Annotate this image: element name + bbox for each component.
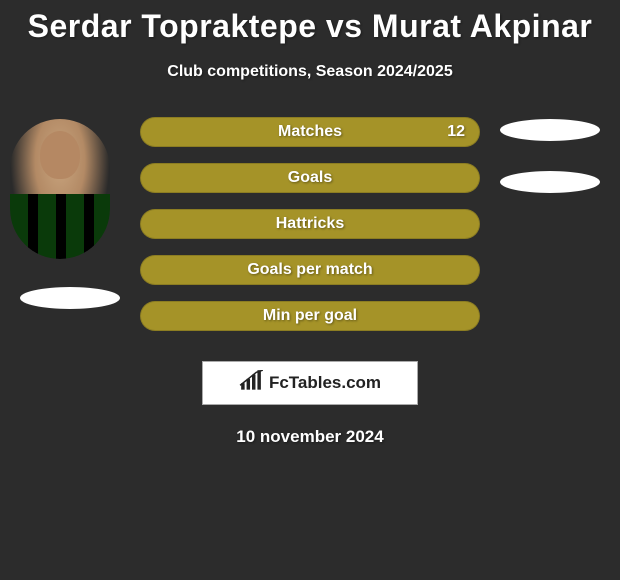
subtitle: Club competitions, Season 2024/2025 [0,63,620,81]
stat-bar-goals: Goals [140,163,480,193]
stat-bar-label: Matches [141,123,479,141]
stat-bar-matches: Matches 12 [140,117,480,147]
player-avatar-left [10,119,110,259]
stat-bar-min-per-goal: Min per goal [140,301,480,331]
watermark: FcTables.com [202,361,418,405]
stat-pill-right-1 [500,119,600,141]
stat-bar-goals-per-match: Goals per match [140,255,480,285]
watermark-text: FcTables.com [269,373,381,393]
chart-icon [239,370,265,397]
page-title: Serdar Topraktepe vs Murat Akpinar [0,0,620,45]
stat-bar-label: Goals [141,169,479,187]
stat-bar-label: Goals per match [141,261,479,279]
stat-bar-label: Hattricks [141,215,479,233]
stat-bars: Matches 12 Goals Hattricks Goals per mat… [140,117,480,347]
stat-pill-left [20,287,120,309]
stat-bar-hattricks: Hattricks [140,209,480,239]
comparison-panel: Matches 12 Goals Hattricks Goals per mat… [0,119,620,349]
stat-pill-right-2 [500,171,600,193]
stat-bar-label: Min per goal [141,307,479,325]
date-text: 10 november 2024 [0,427,620,447]
stat-bar-value: 12 [447,123,465,141]
